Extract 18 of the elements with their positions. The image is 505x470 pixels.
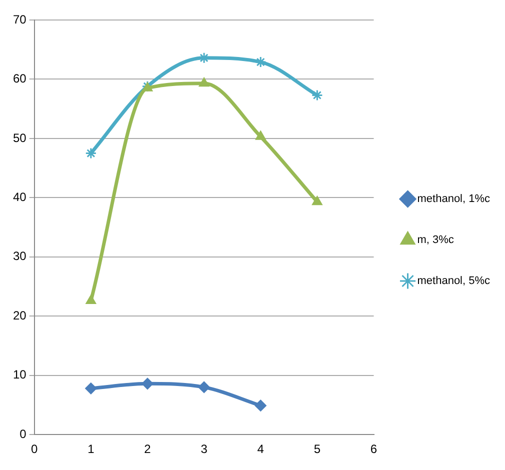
y-tick-label: 50 bbox=[12, 130, 27, 145]
x-tick-label: 2 bbox=[144, 442, 152, 456]
legend-label: m, 3%c bbox=[417, 234, 454, 246]
x-tick-label: 6 bbox=[370, 442, 378, 456]
x-tick-label: 4 bbox=[257, 442, 264, 456]
x-tick-label: 3 bbox=[200, 442, 208, 456]
x-tick-label: 5 bbox=[314, 442, 321, 456]
y-tick-label: 20 bbox=[12, 308, 27, 322]
y-tick-label: 70 bbox=[12, 12, 27, 26]
y-tick-label: 10 bbox=[12, 368, 27, 382]
x-tick-label: 0 bbox=[31, 442, 38, 456]
x-tick-label: 1 bbox=[88, 442, 95, 456]
y-tick-label: 60 bbox=[12, 72, 27, 86]
y-tick-label: 40 bbox=[12, 190, 27, 204]
y-tick-label: 30 bbox=[12, 249, 27, 264]
y-tick-label: 0 bbox=[20, 426, 27, 441]
legend-label: methanol, 1%c bbox=[417, 193, 491, 206]
legend-label: methanol, 5%c bbox=[417, 275, 491, 288]
